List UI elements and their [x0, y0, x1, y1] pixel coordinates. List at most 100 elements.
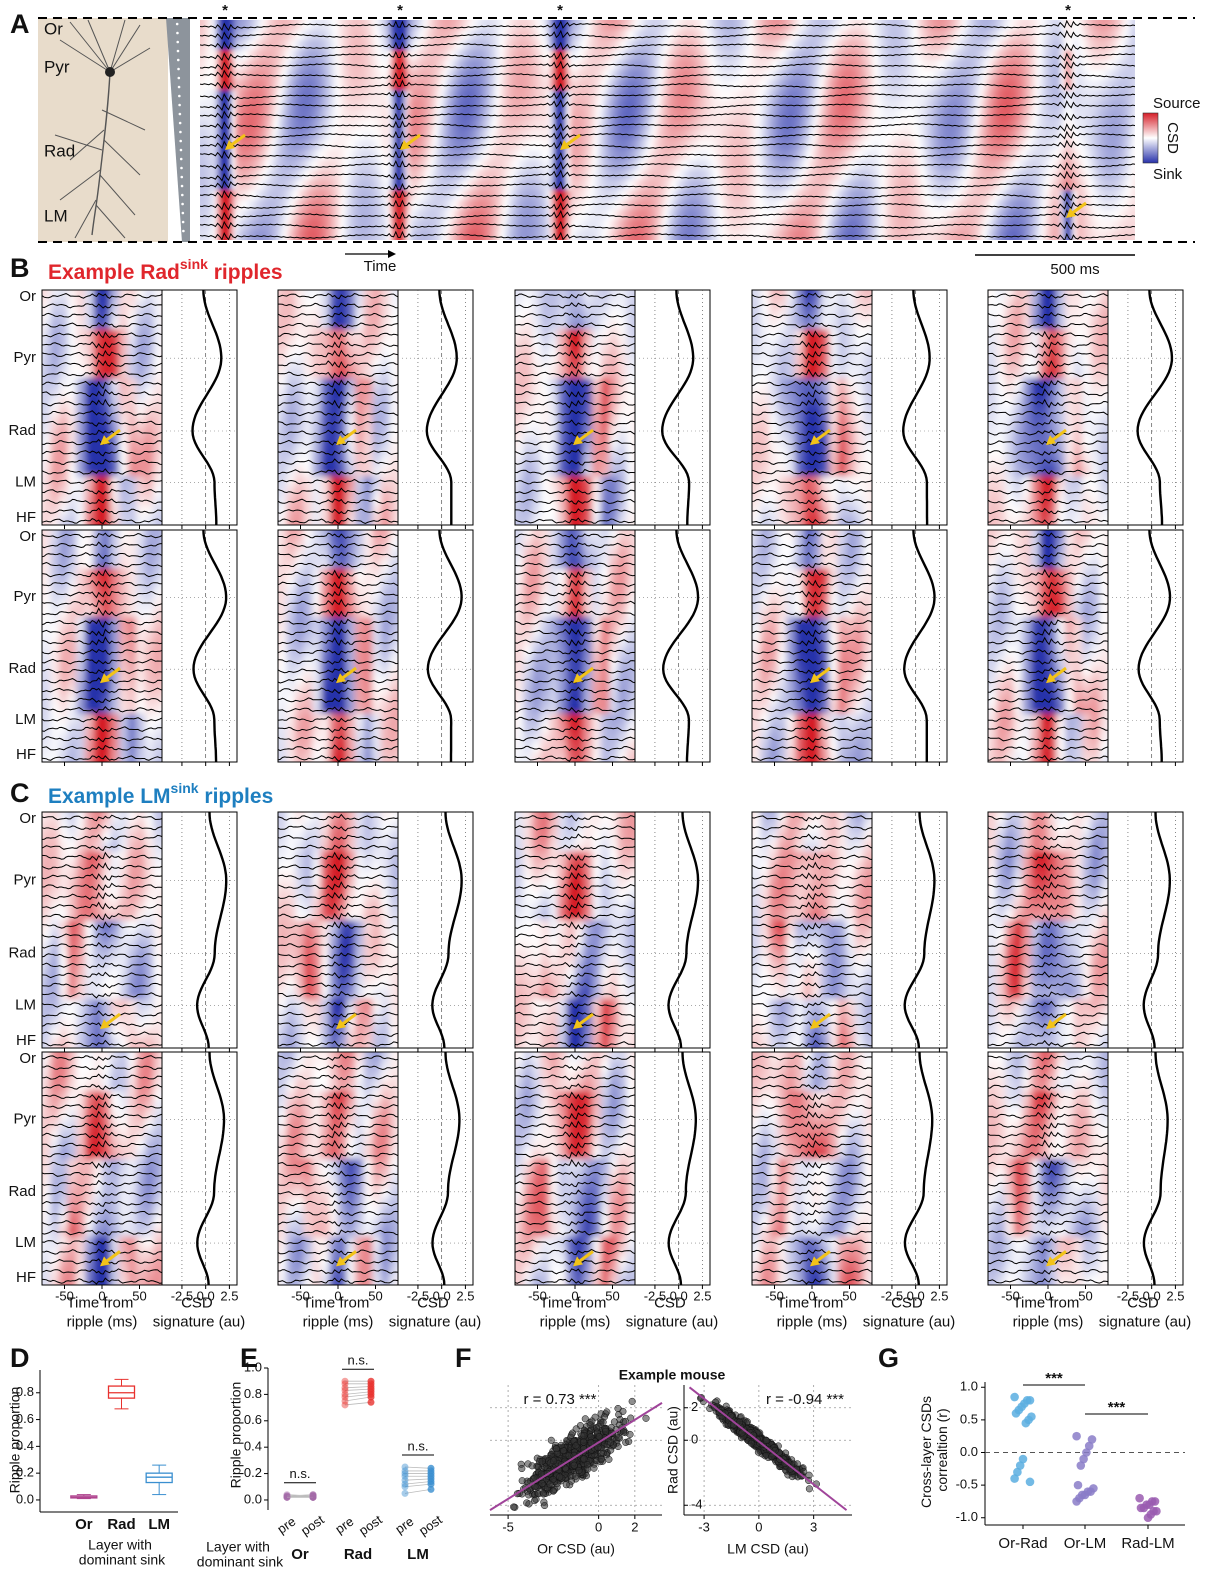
heatmap-cell: [886, 210, 890, 221]
heatmap-cell: [593, 40, 597, 51]
heatmap-cell: [921, 220, 925, 231]
heatmap-cell: [325, 70, 329, 81]
heatmap-cell: [301, 110, 305, 121]
heatmap-cell: [508, 170, 512, 181]
heatmap-cell: [251, 200, 255, 211]
heatmap-cell: [500, 60, 504, 71]
heatmap-cell: [788, 230, 792, 241]
heatmap-cell: [609, 110, 613, 121]
heatmap-cell: [301, 140, 305, 151]
heatmap-cell: [831, 60, 835, 71]
heatmap-cell: [816, 90, 820, 101]
heatmap-cell: [855, 170, 859, 181]
heatmap-cell: [847, 170, 851, 181]
heatmap-cell: [967, 130, 971, 141]
heatmap-cell: [597, 70, 601, 81]
heatmap-cell: [360, 150, 364, 161]
heatmap-cell: [406, 240, 410, 251]
heatmap-cell: [944, 40, 948, 51]
heatmap-cell: [305, 210, 309, 221]
heatmap-cell: [512, 10, 516, 21]
heatmap-cell: [403, 230, 407, 241]
heatmap-cell: [632, 220, 636, 231]
heatmap-cell: [379, 100, 383, 111]
heatmap-cell: [929, 140, 933, 151]
heatmap-cell: [847, 100, 851, 111]
heatmap-cell: [336, 230, 340, 241]
heatmap-cell: [469, 50, 473, 61]
heatmap-cell: [734, 60, 738, 71]
heatmap-cell: [679, 80, 683, 91]
heatmap-cell: [523, 90, 527, 101]
heatmap-cell: [325, 130, 329, 141]
heatmap-cell: [722, 180, 726, 191]
heatmap-cell: [539, 100, 543, 111]
heatmap-cell: [964, 240, 968, 251]
heatmap-cell: [352, 40, 356, 51]
heatmap-cell: [706, 100, 710, 111]
heatmap-cell: [512, 200, 516, 211]
heatmap-cell: [469, 200, 473, 211]
heatmap-cell: [449, 70, 453, 81]
heatmap-cell: [231, 10, 235, 21]
heatmap-cell: [827, 230, 831, 241]
heatmap-cell: [200, 150, 204, 161]
heatmap-cell: [925, 200, 929, 211]
heatmap-cell: [695, 160, 699, 171]
heatmap-cell: [761, 10, 765, 21]
heatmap-cell: [858, 220, 862, 231]
heatmap-cell: [788, 80, 792, 91]
heatmap-cell: [325, 80, 329, 91]
heatmap-cell: [917, 240, 921, 251]
heatmap-cell: [340, 140, 344, 151]
heatmap-cell: [321, 230, 325, 241]
probe-site: [180, 149, 183, 152]
heatmap-cell: [348, 10, 352, 21]
heatmap-cell: [282, 230, 286, 241]
heatmap-cell: [983, 210, 987, 221]
heatmap-cell: [652, 180, 656, 191]
heatmap-cell: [543, 170, 547, 181]
heatmap-cell: [609, 230, 613, 241]
heatmap-cell: [796, 70, 800, 81]
heatmap-cell: [593, 190, 597, 201]
heatmap-cell: [913, 70, 917, 81]
heatmap-cell: [804, 50, 808, 61]
heatmap-cell: [309, 150, 313, 161]
heatmap-cell: [706, 20, 710, 31]
heatmap-cell: [718, 100, 722, 111]
heatmap-cell: [714, 140, 718, 151]
probe-site: [176, 23, 179, 26]
heatmap-cell: [379, 90, 383, 101]
heatmap-cell: [862, 150, 866, 161]
heatmap-cell: [445, 90, 449, 101]
heatmap-cell: [812, 160, 816, 171]
heatmap-cell: [492, 70, 496, 81]
heatmap-cell: [640, 110, 644, 121]
heatmap-cell: [251, 20, 255, 31]
heatmap-cell: [742, 20, 746, 31]
probe-site: [179, 140, 182, 143]
heatmap-cell: [578, 20, 582, 31]
heatmap-cell: [255, 200, 259, 211]
heatmap-cell: [780, 210, 784, 221]
heatmap-cell: [329, 190, 333, 201]
heatmap-cell: [590, 40, 594, 51]
heatmap-cell: [496, 200, 500, 211]
heatmap-cell: [730, 20, 734, 31]
heatmap-cell: [808, 160, 812, 171]
heatmap-cell: [703, 30, 707, 41]
heatmap-cell: [784, 140, 788, 151]
heatmap-cell: [648, 110, 652, 121]
heatmap-cell: [773, 220, 777, 231]
heatmap-cell: [753, 160, 757, 171]
heatmap-cell: [227, 240, 231, 251]
heatmap-cell: [995, 160, 999, 171]
heatmap-cell: [297, 110, 301, 121]
heatmap-cell: [578, 150, 582, 161]
heatmap-cell: [886, 180, 890, 191]
heatmap-cell: [403, 20, 407, 31]
heatmap-cell: [800, 160, 804, 171]
heatmap-cell: [835, 200, 839, 211]
heatmap-cell: [979, 230, 983, 241]
